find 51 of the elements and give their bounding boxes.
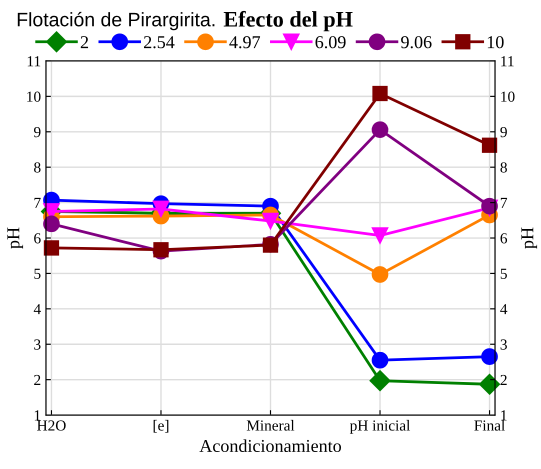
point (262, 212, 279, 230)
y-tick-label: 1 (34, 410, 40, 420)
x-tick-label: [e] (154, 420, 168, 433)
x-tick-label: H2O (37, 420, 66, 431)
y-tick-label: 4 (34, 304, 41, 314)
y2-tick-label: 2 (500, 374, 507, 385)
legend-label: 10 (488, 36, 504, 48)
y-tick-label: 2 (34, 374, 40, 385)
legend-label: 9.06 (401, 36, 432, 48)
y-tick-label: 10 (27, 92, 41, 102)
y-tick-label: 11 (28, 56, 40, 66)
x-tick-label: Mineral (246, 420, 294, 431)
y-tick-label: 9 (34, 126, 40, 138)
point (370, 370, 391, 392)
point (43, 216, 60, 232)
y-tick-label: 3 (34, 339, 41, 350)
legend-label: 2.54 (144, 36, 175, 48)
y2-axis-title: pH (521, 228, 538, 249)
y2-tick-label: 10 (501, 92, 515, 102)
y2-tick-label: 3 (500, 339, 507, 350)
x-tick-label: pH inicial (350, 420, 410, 434)
legend-label: 2 (80, 36, 88, 48)
y2-tick-label: 9 (500, 126, 507, 138)
y-tick-label: 8 (34, 162, 41, 173)
y-tick-label: 6 (34, 233, 41, 244)
chart-title: Flotación de Pirargirita. (18, 12, 214, 30)
chart-subtitle: Efecto del pH (224, 10, 353, 32)
y2-tick-label: 7 (500, 198, 508, 208)
point (479, 374, 500, 395)
y-tick-label: 7 (34, 198, 41, 208)
point (44, 240, 60, 256)
y2-tick-label: 6 (500, 233, 508, 244)
y2-tick-label: 11 (501, 56, 514, 66)
legend-label: 4.97 (229, 36, 260, 48)
x-tick-label: Final (474, 420, 505, 431)
point (482, 138, 498, 153)
point (372, 86, 388, 102)
point (372, 227, 388, 244)
point (152, 200, 170, 218)
y2-tick-label: 5 (500, 268, 507, 279)
y2-tick-label: 4 (500, 304, 508, 314)
point (372, 121, 388, 138)
y-tick-label: 5 (34, 268, 41, 279)
point (372, 266, 388, 283)
y2-tick-label: 8 (500, 162, 507, 173)
x-axis-title: Acondicionamiento (199, 439, 342, 452)
point (372, 352, 388, 369)
y2-tick-label: 1 (501, 410, 507, 420)
y-axis-title: pH (7, 228, 24, 249)
point (481, 348, 498, 365)
legend-label: 6.09 (316, 36, 346, 48)
